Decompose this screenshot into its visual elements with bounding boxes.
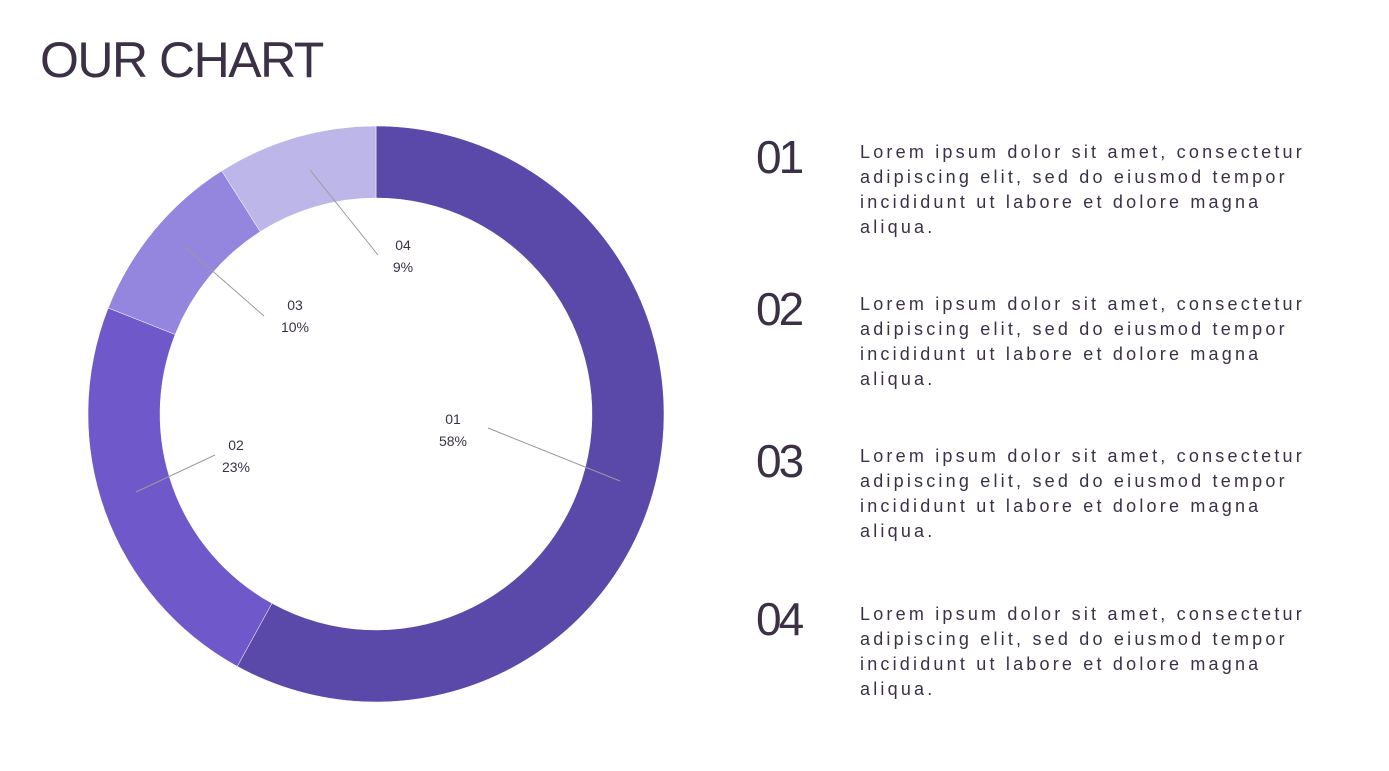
leader-lines <box>135 169 621 493</box>
slice-value-label: 9% <box>393 259 413 275</box>
item-number: 02 <box>756 283 804 335</box>
donut-slice-02 <box>87 307 273 667</box>
item-number: 03 <box>756 435 804 487</box>
list-item: 02 Lorem ipsum dolor sit amet, consectet… <box>756 282 1356 392</box>
leader-line-02 <box>135 454 216 493</box>
donut-slice-01 <box>236 125 665 703</box>
item-description: Lorem ipsum dolor sit amet, consectetur … <box>860 604 1305 699</box>
item-number: 01 <box>756 131 804 183</box>
leader-line-04 <box>309 169 379 256</box>
slice-category-label: 01 <box>445 411 461 427</box>
list-item: 01 Lorem ipsum dolor sit amet, consectet… <box>756 130 1356 240</box>
list-item: 04 Lorem ipsum dolor sit amet, consectet… <box>756 592 1356 702</box>
slice-value-label: 10% <box>281 319 309 335</box>
donut-slices <box>87 125 665 703</box>
leader-line-03 <box>184 246 265 317</box>
item-description: Lorem ipsum dolor sit amet, consectetur … <box>860 446 1305 541</box>
list-item: 03 Lorem ipsum dolor sit amet, consectet… <box>756 434 1356 544</box>
donut-chart: 01 58% 02 23% 03 10% 04 9% <box>87 125 665 703</box>
slice-category-label: 03 <box>287 297 303 313</box>
leader-line-01 <box>487 427 621 482</box>
slice-labels: 01 58% 02 23% 03 10% 04 9% <box>222 237 467 475</box>
item-description: Lorem ipsum dolor sit amet, consectetur … <box>860 294 1305 389</box>
slice-value-label: 58% <box>439 433 467 449</box>
slice-category-label: 04 <box>395 237 411 253</box>
item-description: Lorem ipsum dolor sit amet, consectetur … <box>860 142 1305 237</box>
donut-slice-04 <box>221 125 377 232</box>
slice-value-label: 23% <box>222 459 250 475</box>
slice-category-label: 02 <box>228 437 244 453</box>
page-title: OUR CHART <box>40 32 324 88</box>
item-number: 04 <box>756 593 804 645</box>
